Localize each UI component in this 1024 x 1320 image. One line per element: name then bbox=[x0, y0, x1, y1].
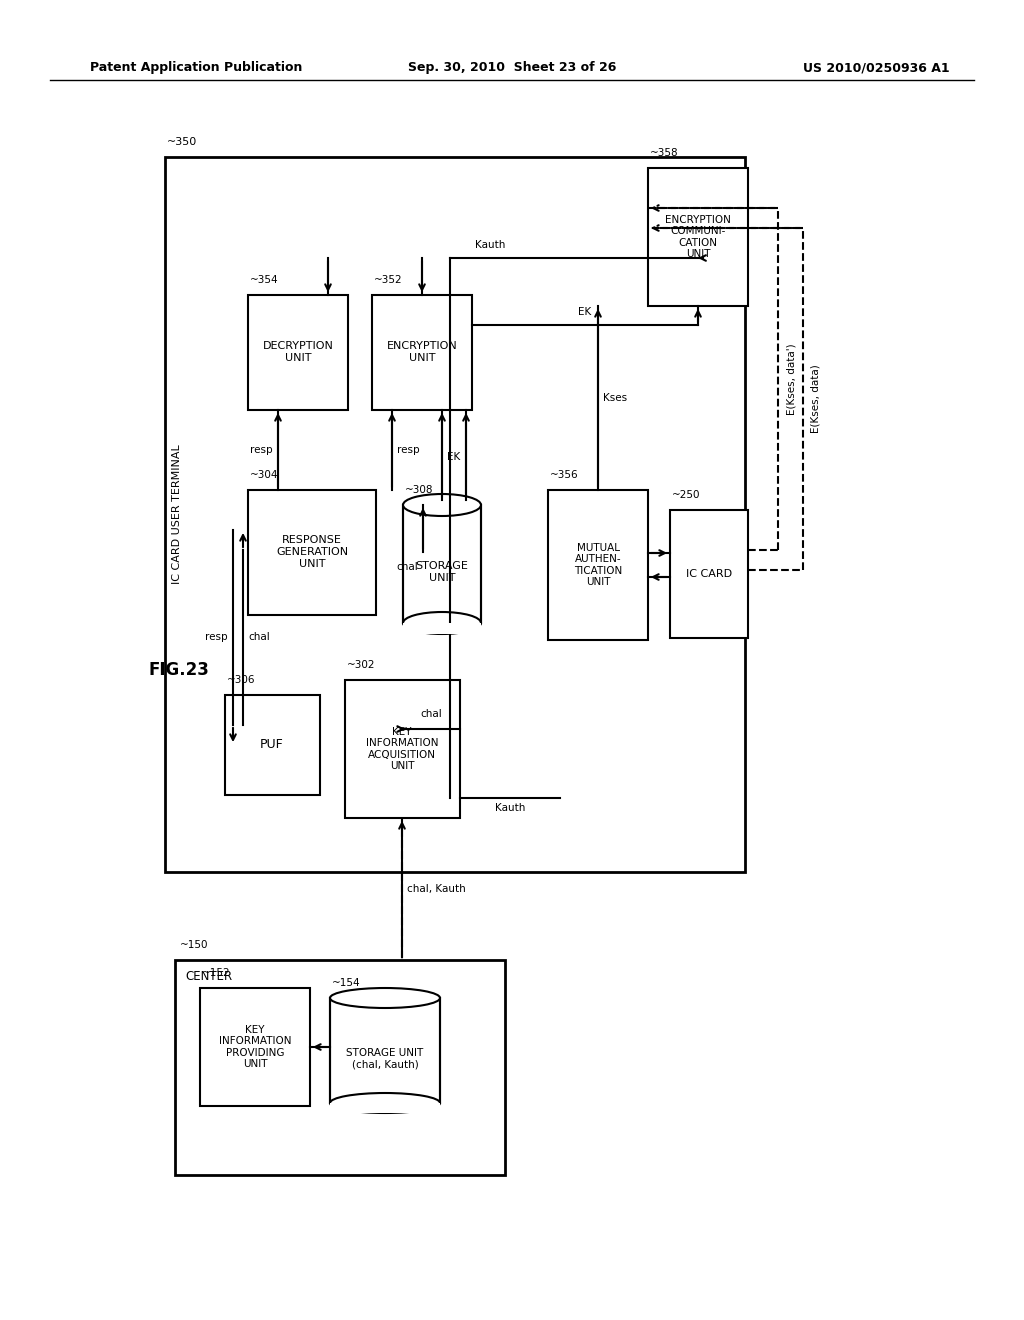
Text: E(Kses, data): E(Kses, data) bbox=[811, 364, 821, 433]
Bar bbox=[165, 157, 745, 873]
Bar bbox=[372, 294, 472, 411]
Text: ~150: ~150 bbox=[180, 940, 209, 950]
Ellipse shape bbox=[403, 612, 481, 634]
Text: resp: resp bbox=[206, 632, 228, 642]
Text: PUF: PUF bbox=[260, 738, 284, 751]
Text: Kses: Kses bbox=[603, 393, 627, 403]
Bar bbox=[200, 987, 310, 1106]
Text: FIG.23: FIG.23 bbox=[148, 661, 209, 678]
Text: ~354: ~354 bbox=[250, 275, 279, 285]
Text: EK: EK bbox=[579, 308, 592, 317]
Bar bbox=[345, 680, 460, 818]
Ellipse shape bbox=[330, 987, 440, 1008]
Text: ~350: ~350 bbox=[167, 137, 198, 147]
Text: chal, Kauth: chal, Kauth bbox=[407, 884, 466, 894]
Text: EK: EK bbox=[447, 451, 460, 462]
Text: ~358: ~358 bbox=[650, 148, 679, 158]
Bar bbox=[330, 998, 440, 1104]
Text: Sep. 30, 2010  Sheet 23 of 26: Sep. 30, 2010 Sheet 23 of 26 bbox=[408, 62, 616, 74]
Text: RESPONSE
GENERATION
UNIT: RESPONSE GENERATION UNIT bbox=[275, 536, 348, 569]
Text: Patent Application Publication: Patent Application Publication bbox=[90, 62, 302, 74]
Text: US 2010/0250936 A1: US 2010/0250936 A1 bbox=[804, 62, 950, 74]
Text: ~152: ~152 bbox=[202, 968, 230, 978]
Bar bbox=[648, 168, 748, 306]
Text: IC CARD: IC CARD bbox=[686, 569, 732, 579]
Ellipse shape bbox=[330, 1093, 440, 1113]
Text: Kauth: Kauth bbox=[495, 803, 525, 813]
Text: E(Kses, data'): E(Kses, data') bbox=[786, 343, 796, 414]
Text: ~306: ~306 bbox=[227, 675, 256, 685]
Bar bbox=[225, 696, 319, 795]
Text: resp: resp bbox=[397, 445, 420, 455]
Bar bbox=[330, 1104, 440, 1113]
Bar bbox=[403, 623, 481, 634]
Text: ~154: ~154 bbox=[332, 978, 360, 987]
Bar bbox=[248, 490, 376, 615]
Text: ~308: ~308 bbox=[406, 484, 433, 495]
Text: KEY
INFORMATION
ACQUISITION
UNIT: KEY INFORMATION ACQUISITION UNIT bbox=[366, 726, 438, 771]
Text: DECRYPTION
UNIT: DECRYPTION UNIT bbox=[262, 341, 334, 363]
Bar bbox=[248, 294, 348, 411]
Bar bbox=[548, 490, 648, 640]
Text: KEY
INFORMATION
PROVIDING
UNIT: KEY INFORMATION PROVIDING UNIT bbox=[219, 1024, 291, 1069]
Text: chal: chal bbox=[248, 632, 269, 642]
Text: STORAGE
UNIT: STORAGE UNIT bbox=[416, 561, 468, 583]
Ellipse shape bbox=[403, 494, 481, 516]
Text: ENCRYPTION
UNIT: ENCRYPTION UNIT bbox=[387, 341, 458, 363]
Text: Kauth: Kauth bbox=[475, 240, 505, 249]
Bar bbox=[403, 506, 481, 623]
Text: CENTER: CENTER bbox=[185, 969, 232, 982]
Text: MUTUAL
AUTHEN-
TICATION
UNIT: MUTUAL AUTHEN- TICATION UNIT bbox=[573, 543, 623, 587]
Text: ~250: ~250 bbox=[672, 490, 700, 500]
Text: IC CARD USER TERMINAL: IC CARD USER TERMINAL bbox=[172, 445, 182, 585]
Text: STORAGE UNIT
(chal, Kauth): STORAGE UNIT (chal, Kauth) bbox=[346, 1048, 424, 1069]
Text: ~302: ~302 bbox=[347, 660, 376, 671]
Bar bbox=[670, 510, 748, 638]
Text: ~304: ~304 bbox=[250, 470, 279, 480]
Text: ENCRYPTION
COMMUNI-
CATION
UNIT: ENCRYPTION COMMUNI- CATION UNIT bbox=[665, 215, 731, 260]
Text: ~352: ~352 bbox=[374, 275, 402, 285]
Bar bbox=[175, 960, 505, 1175]
Text: chal: chal bbox=[420, 709, 442, 719]
Text: chal: chal bbox=[396, 562, 418, 572]
Text: ~356: ~356 bbox=[550, 470, 579, 480]
Text: resp: resp bbox=[251, 445, 273, 455]
